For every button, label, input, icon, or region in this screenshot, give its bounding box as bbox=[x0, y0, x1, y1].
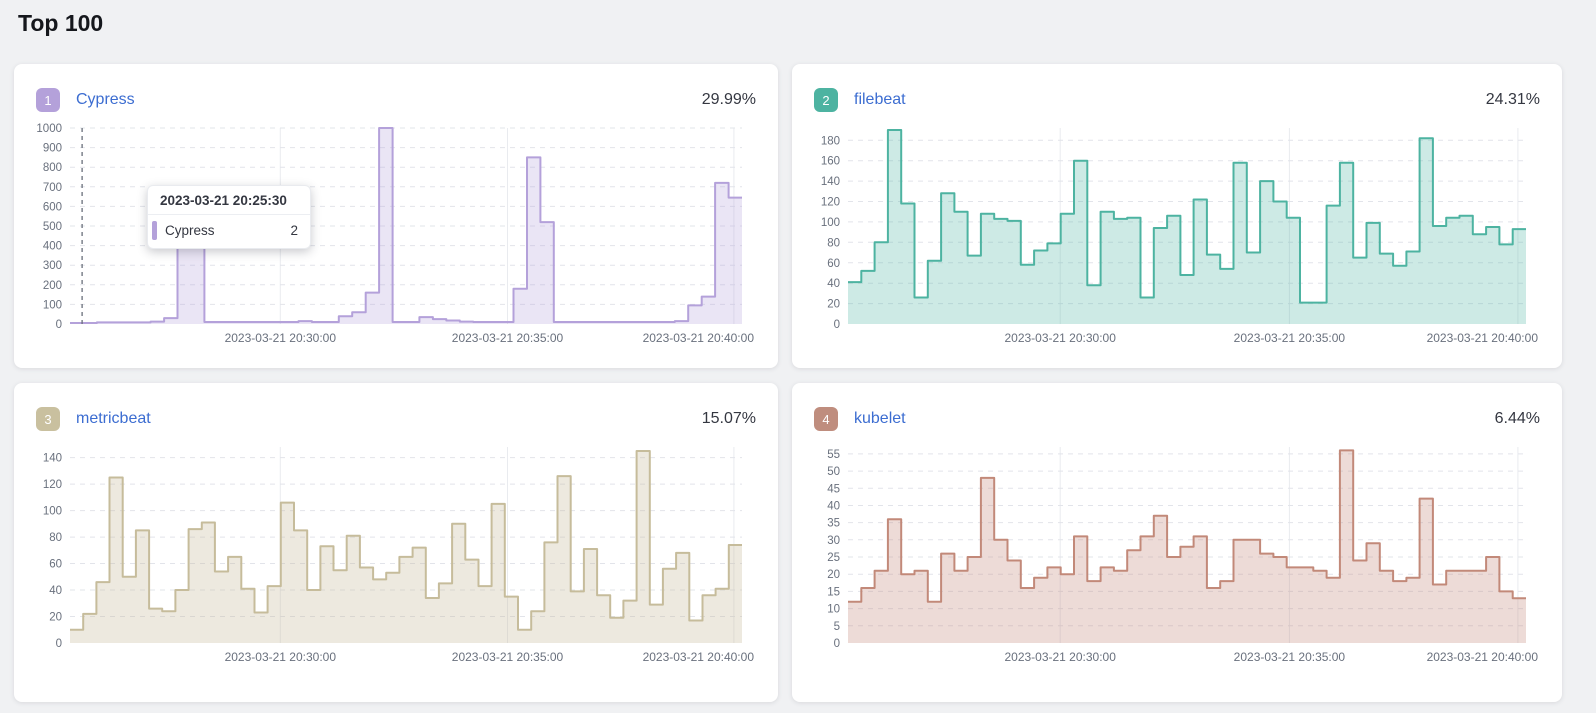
svg-text:25: 25 bbox=[827, 552, 840, 564]
svg-text:50: 50 bbox=[827, 466, 840, 478]
svg-text:1000: 1000 bbox=[36, 123, 62, 135]
svg-text:20: 20 bbox=[49, 612, 62, 624]
svg-text:5: 5 bbox=[834, 621, 840, 633]
svg-text:140: 140 bbox=[821, 176, 840, 188]
svg-text:400: 400 bbox=[43, 241, 62, 253]
svg-text:140: 140 bbox=[43, 453, 62, 465]
svg-text:2023-03-21 20:35:00: 2023-03-21 20:35:00 bbox=[1234, 650, 1346, 664]
tooltip-timestamp: 2023-03-21 20:25:30 bbox=[148, 186, 310, 215]
series-name-link[interactable]: metricbeat bbox=[76, 410, 151, 427]
area-chart-metricbeat[interactable]: 0 20 40 60 80 100 120 140 2023-03-21 20:30:00 202… bbox=[36, 437, 756, 673]
rank-badge: 2 bbox=[814, 88, 838, 112]
svg-text:100: 100 bbox=[43, 506, 62, 518]
svg-text:10: 10 bbox=[827, 604, 840, 616]
panel-kubelet: 4 kubelet 6.44% 0 5 10 15 20 25 30 35 40 45 50 55 20… bbox=[792, 383, 1562, 702]
page-title: Top 100 bbox=[18, 10, 104, 36]
percent-value: 6.44% bbox=[1494, 410, 1540, 427]
svg-text:2023-03-21 20:30:00: 2023-03-21 20:30:00 bbox=[225, 650, 337, 664]
svg-text:30: 30 bbox=[827, 535, 840, 547]
svg-text:45: 45 bbox=[827, 483, 840, 495]
panel-header: 1 Cypress 29.99% bbox=[36, 88, 756, 112]
svg-text:900: 900 bbox=[43, 143, 62, 155]
series-name-link[interactable]: Cypress bbox=[76, 91, 135, 108]
rank-badge: 4 bbox=[814, 407, 838, 431]
svg-text:300: 300 bbox=[43, 260, 62, 272]
svg-text:100: 100 bbox=[821, 217, 840, 229]
svg-text:2023-03-21 20:40:00: 2023-03-21 20:40:00 bbox=[1427, 650, 1539, 664]
svg-text:2023-03-21 20:40:00: 2023-03-21 20:40:00 bbox=[643, 650, 755, 664]
svg-text:20: 20 bbox=[827, 299, 840, 311]
svg-text:60: 60 bbox=[827, 258, 840, 270]
series-name-link[interactable]: kubelet bbox=[854, 410, 906, 427]
area-chart-kubelet[interactable]: 0 5 10 15 20 25 30 35 40 45 50 55 2023-03-21 20:30:0… bbox=[814, 437, 1540, 673]
panel-cypress: 1 Cypress 29.99% 0 100 200 300 400 500 600 700 8… bbox=[14, 64, 778, 368]
svg-text:40: 40 bbox=[827, 278, 840, 290]
svg-text:2023-03-21 20:40:00: 2023-03-21 20:40:00 bbox=[643, 331, 755, 345]
rank-badge: 3 bbox=[36, 407, 60, 431]
panel-filebeat: 2 filebeat 24.31% 0 20 40 60 80 100 120 140 160 1… bbox=[792, 64, 1562, 368]
percent-value: 24.31% bbox=[1485, 91, 1540, 108]
svg-text:180: 180 bbox=[821, 135, 840, 147]
svg-text:0: 0 bbox=[56, 319, 62, 331]
svg-text:160: 160 bbox=[821, 156, 840, 168]
rank-badge: 1 bbox=[36, 88, 60, 112]
svg-text:40: 40 bbox=[49, 585, 62, 597]
svg-text:2023-03-21 20:30:00: 2023-03-21 20:30:00 bbox=[1004, 650, 1116, 664]
svg-text:2023-03-21 20:30:00: 2023-03-21 20:30:00 bbox=[225, 331, 337, 345]
svg-text:0: 0 bbox=[834, 319, 840, 331]
tooltip-row: Cypress 2 bbox=[148, 215, 310, 248]
svg-text:500: 500 bbox=[43, 221, 62, 233]
panel-metricbeat: 3 metricbeat 15.07% 0 20 40 60 80 100 120 140 20… bbox=[14, 383, 778, 702]
panel-header: 4 kubelet 6.44% bbox=[814, 407, 1540, 431]
svg-text:55: 55 bbox=[827, 449, 840, 461]
chart-tooltip: 2023-03-21 20:25:30 Cypress 2 bbox=[147, 185, 311, 249]
svg-text:100: 100 bbox=[43, 299, 62, 311]
svg-text:2023-03-21 20:35:00: 2023-03-21 20:35:00 bbox=[452, 331, 564, 345]
svg-text:120: 120 bbox=[821, 197, 840, 209]
svg-text:120: 120 bbox=[43, 479, 62, 491]
panel-header: 2 filebeat 24.31% bbox=[814, 88, 1540, 112]
svg-text:0: 0 bbox=[834, 638, 840, 650]
svg-text:600: 600 bbox=[43, 201, 62, 213]
svg-text:20: 20 bbox=[827, 569, 840, 581]
svg-text:200: 200 bbox=[43, 280, 62, 292]
panel-header: 3 metricbeat 15.07% bbox=[36, 407, 756, 431]
svg-text:2023-03-21 20:30:00: 2023-03-21 20:30:00 bbox=[1004, 331, 1116, 345]
area-chart-filebeat[interactable]: 0 20 40 60 80 100 120 140 160 180 2023-03-21 20:30… bbox=[814, 118, 1540, 354]
svg-text:35: 35 bbox=[827, 518, 840, 530]
svg-text:60: 60 bbox=[49, 559, 62, 571]
area-chart-cypress[interactable]: 0 100 200 300 400 500 600 700 800 900 1000 2023-03-… bbox=[36, 118, 756, 354]
svg-text:2023-03-21 20:35:00: 2023-03-21 20:35:00 bbox=[1234, 331, 1346, 345]
percent-value: 29.99% bbox=[701, 91, 756, 108]
svg-text:80: 80 bbox=[49, 532, 62, 544]
series-name-link[interactable]: filebeat bbox=[854, 91, 906, 108]
svg-text:800: 800 bbox=[43, 162, 62, 174]
svg-text:2023-03-21 20:40:00: 2023-03-21 20:40:00 bbox=[1427, 331, 1539, 345]
svg-text:700: 700 bbox=[43, 182, 62, 194]
svg-text:15: 15 bbox=[827, 586, 840, 598]
svg-text:80: 80 bbox=[827, 237, 840, 249]
tooltip-series-accent bbox=[152, 221, 157, 240]
svg-text:40: 40 bbox=[827, 501, 840, 513]
svg-text:0: 0 bbox=[56, 638, 62, 650]
tooltip-series-value: 2 bbox=[290, 223, 298, 238]
svg-text:2023-03-21 20:35:00: 2023-03-21 20:35:00 bbox=[452, 650, 564, 664]
tooltip-series-name: Cypress bbox=[165, 223, 215, 238]
percent-value: 15.07% bbox=[701, 410, 756, 427]
